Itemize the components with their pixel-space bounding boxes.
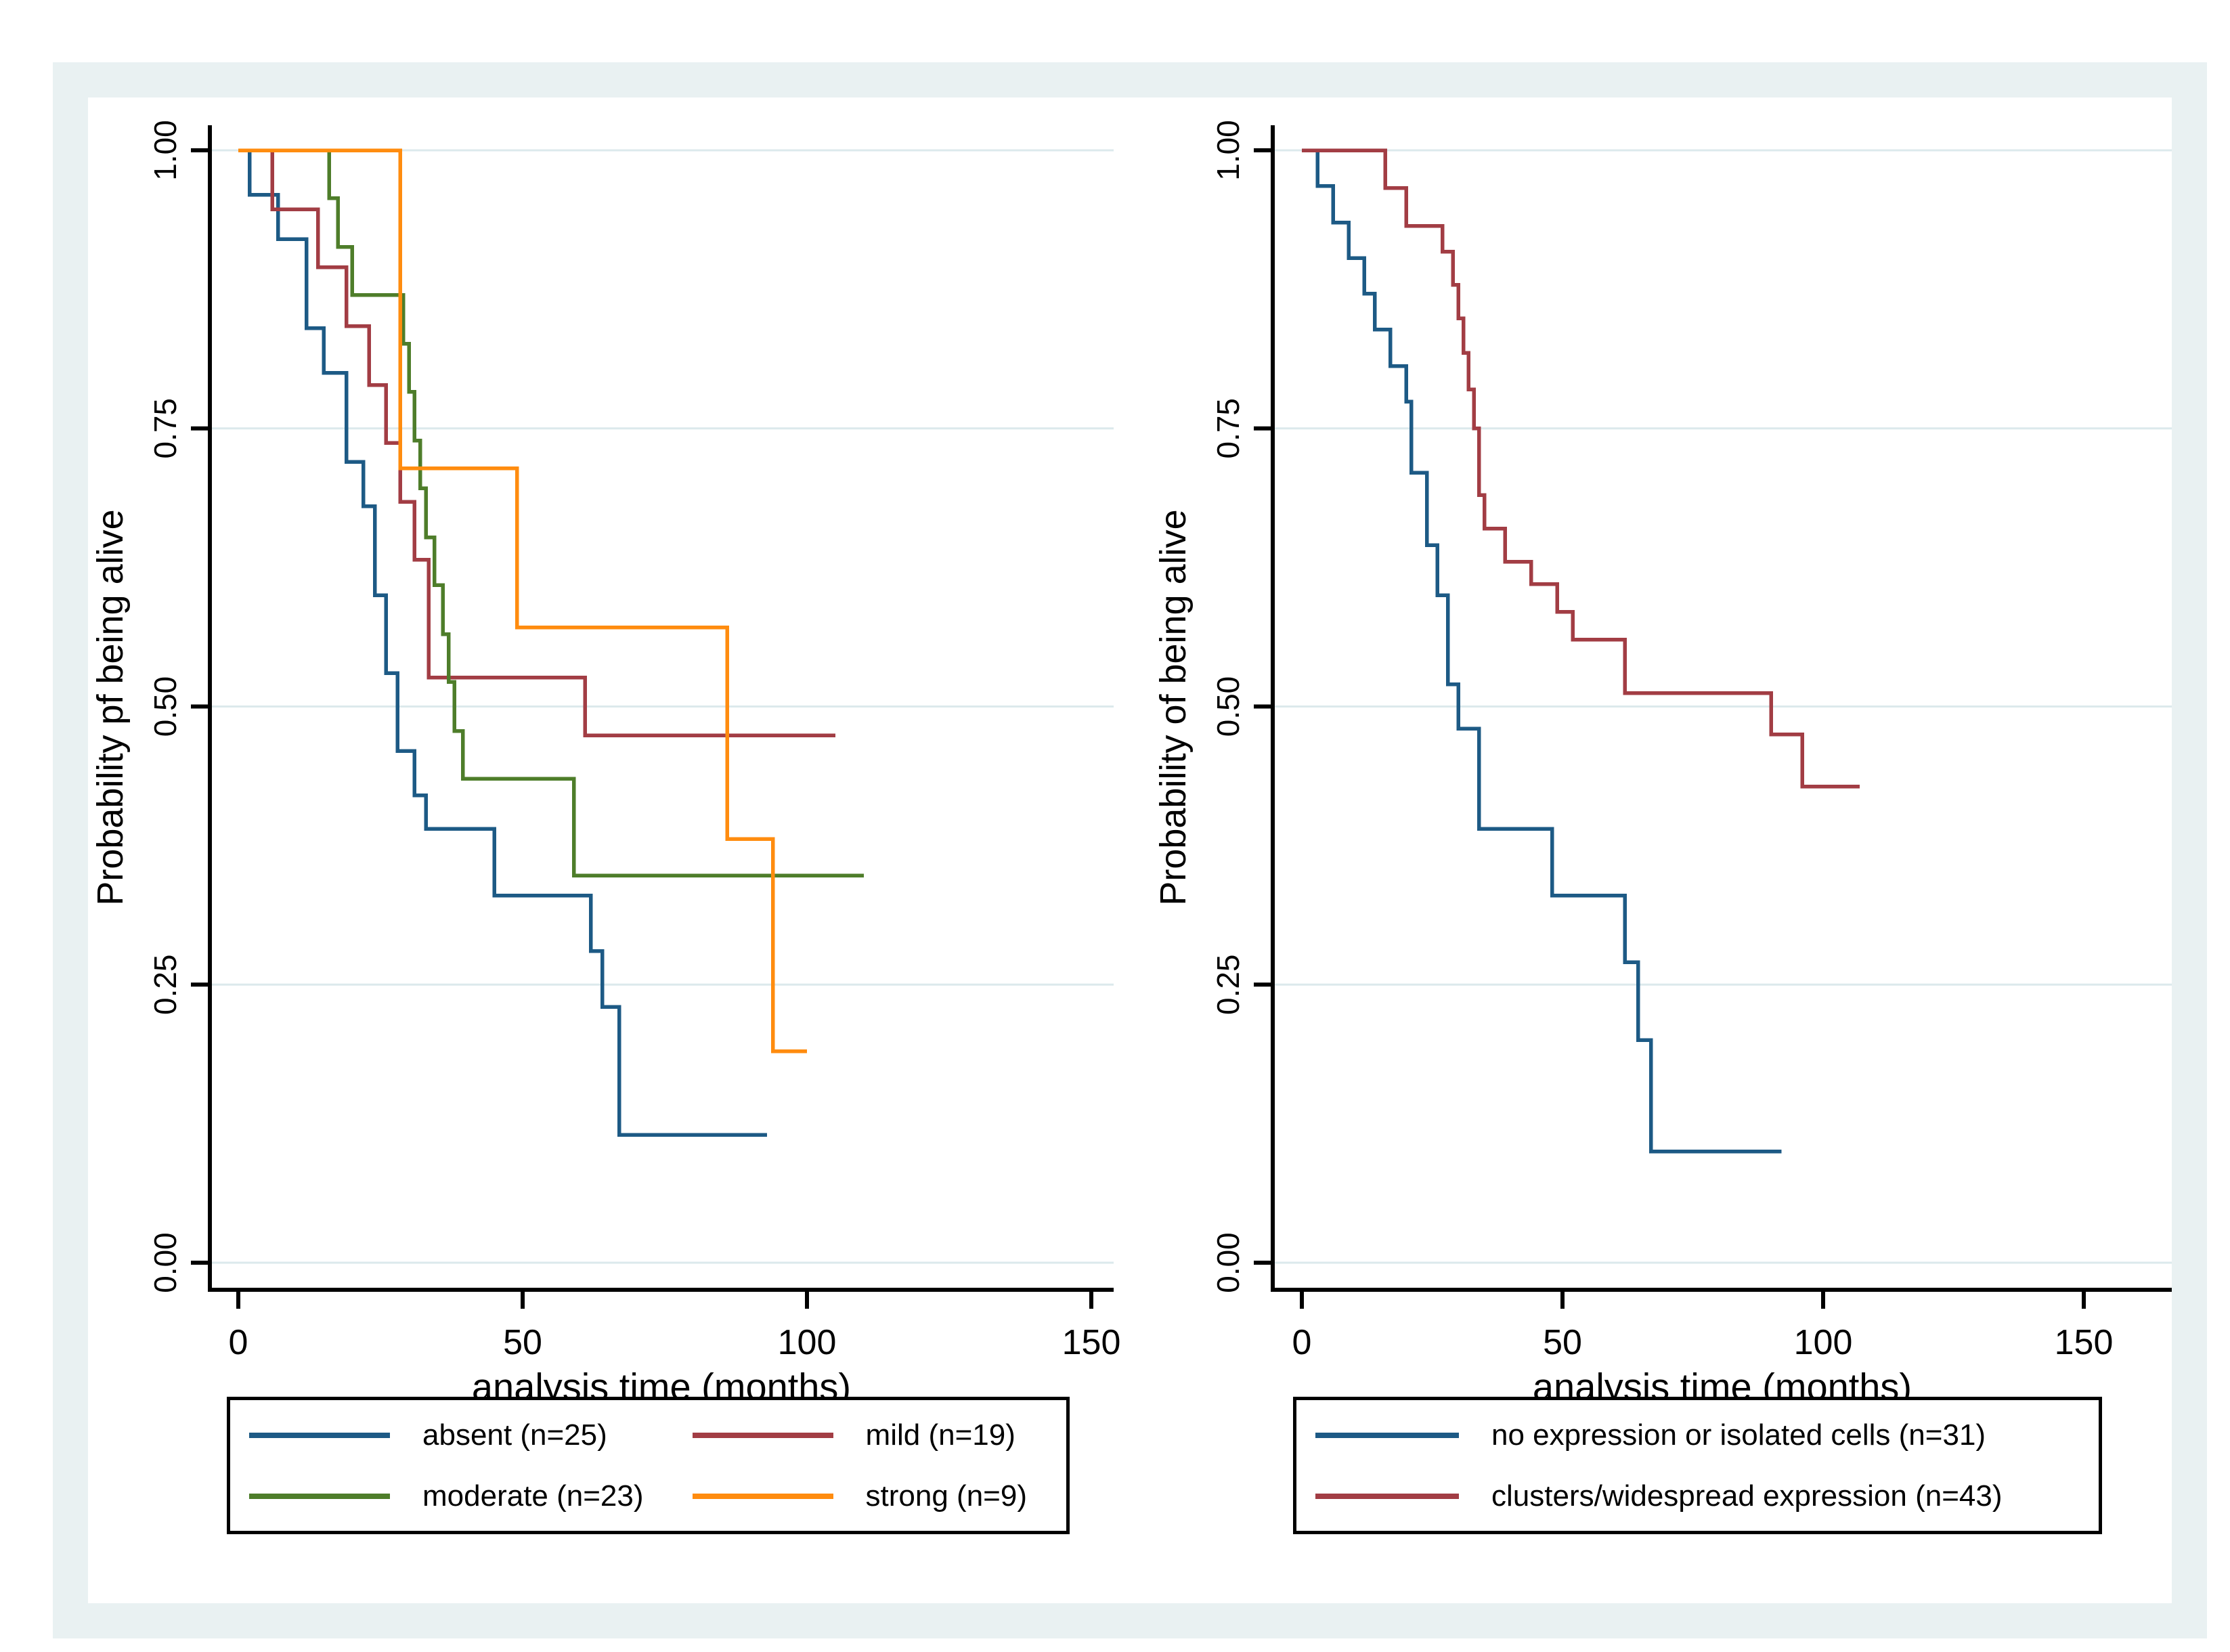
survival-curve-clusters-widespread-expression-n-43: [1302, 148, 1860, 789]
y-tick-label: 0.00: [1210, 1232, 1246, 1293]
y-tick-label: 0.50: [148, 676, 183, 737]
x-tick-label: 50: [503, 1323, 542, 1362]
legend-item: moderate (n=23): [230, 1479, 674, 1513]
legend-left: absent (n=25) mild (n=19) moderate (n=23) s…: [227, 1397, 1070, 1534]
x-tick-label: 100: [1794, 1323, 1853, 1362]
y-tick-label: 0.50: [1210, 676, 1246, 737]
x-tick-label: 150: [2055, 1323, 2114, 1362]
survival-curve-mild-n-19: [238, 148, 835, 737]
x-tick-label: 100: [778, 1323, 837, 1362]
survival-curve-moderate-n-23: [238, 148, 864, 877]
y-tick-label: 1.00: [148, 120, 183, 181]
y-tick-label: 0.75: [1210, 398, 1246, 459]
legend-swatch: [692, 1432, 833, 1438]
survival-curve-absent-n-25: [238, 148, 768, 1137]
legend-label: no expression or isolated cells (n=31): [1491, 1418, 1986, 1452]
legend-item: strong (n=9): [674, 1479, 1066, 1513]
legend-label: mild (n=19): [865, 1418, 1015, 1452]
x-tick-label: 150: [1062, 1323, 1121, 1362]
legend-swatch: [1315, 1432, 1459, 1438]
legend-right: no expression or isolated cells (n=31) cl…: [1293, 1397, 2102, 1534]
legend-label: absent (n=25): [422, 1418, 607, 1452]
legend-grid-left: absent (n=25) mild (n=19) moderate (n=23) s…: [230, 1400, 1066, 1531]
legend-label: clusters/widespread expression (n=43): [1491, 1479, 2003, 1513]
x-tick-label: 0: [229, 1323, 248, 1362]
legend-swatch: [249, 1432, 390, 1438]
y-tick-label: 0.25: [1210, 954, 1246, 1015]
y-tick-label: 0.25: [148, 954, 183, 1015]
legend-item: clusters/widespread expression (n=43): [1296, 1479, 2099, 1513]
y-axis-title-left: Probability pf being alive: [90, 509, 131, 906]
legend-label: moderate (n=23): [422, 1479, 644, 1513]
legend-swatch: [1315, 1493, 1459, 1499]
y-tick-label: 1.00: [1210, 120, 1246, 181]
legend-label: strong (n=9): [865, 1479, 1028, 1513]
legend-swatch: [692, 1493, 833, 1499]
x-tick-label: 50: [1543, 1323, 1582, 1362]
legend-item: no expression or isolated cells (n=31): [1296, 1418, 2099, 1452]
survival-curve-strong-n-9: [238, 148, 807, 1053]
y-axis-title-right: Probability of being alive: [1153, 509, 1194, 906]
legend-swatch: [249, 1493, 390, 1499]
y-tick-label: 0.75: [148, 398, 183, 459]
x-tick-label: 0: [1292, 1323, 1312, 1362]
legend-grid-right: no expression or isolated cells (n=31) cl…: [1296, 1400, 2099, 1531]
legend-item: mild (n=19): [674, 1418, 1066, 1452]
legend-item: absent (n=25): [230, 1418, 674, 1452]
y-tick-label: 0.00: [148, 1232, 183, 1293]
survival-curve-no-expression-or-isolated-cells-n-31: [1302, 148, 1782, 1154]
